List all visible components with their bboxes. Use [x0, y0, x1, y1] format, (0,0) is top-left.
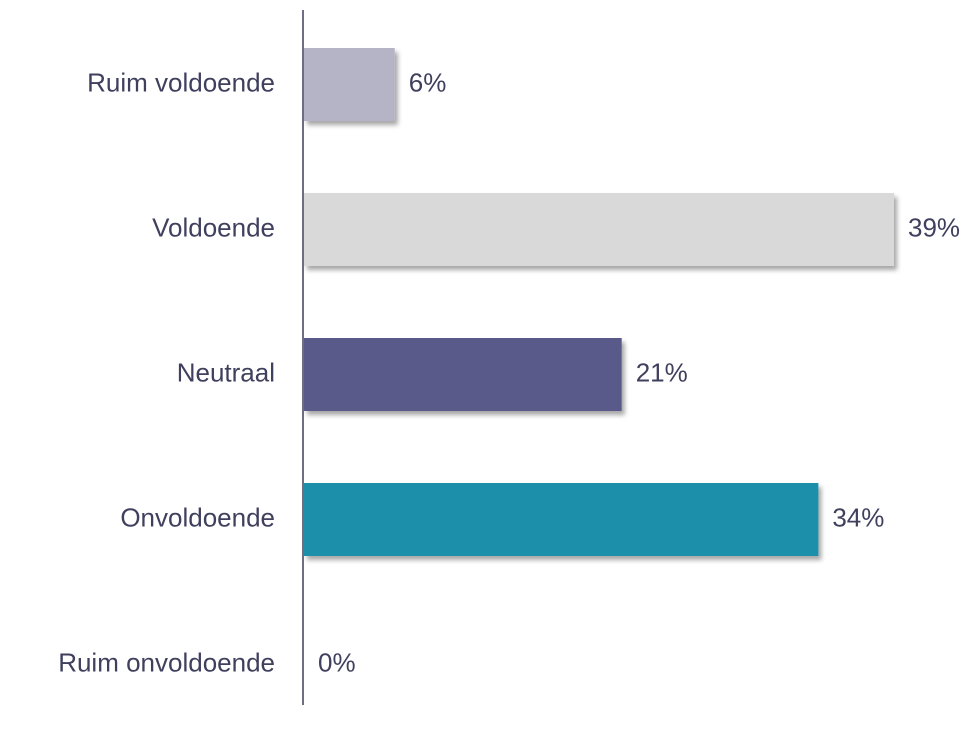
value-label: 21%	[636, 357, 688, 387]
bar	[304, 483, 819, 556]
bar	[304, 338, 622, 411]
bar	[304, 193, 894, 266]
value-label: 39%	[908, 212, 960, 242]
category-label: Ruim onvoldoende	[58, 647, 275, 677]
bar	[304, 48, 395, 121]
category-label: Ruim voldoende	[87, 67, 275, 97]
value-label: 6%	[409, 67, 447, 97]
value-label: 34%	[832, 502, 884, 532]
category-label: Onvoldoende	[120, 502, 275, 532]
category-label: Voldoende	[152, 212, 275, 242]
value-label: 0%	[318, 647, 356, 677]
category-label: Neutraal	[177, 357, 275, 387]
